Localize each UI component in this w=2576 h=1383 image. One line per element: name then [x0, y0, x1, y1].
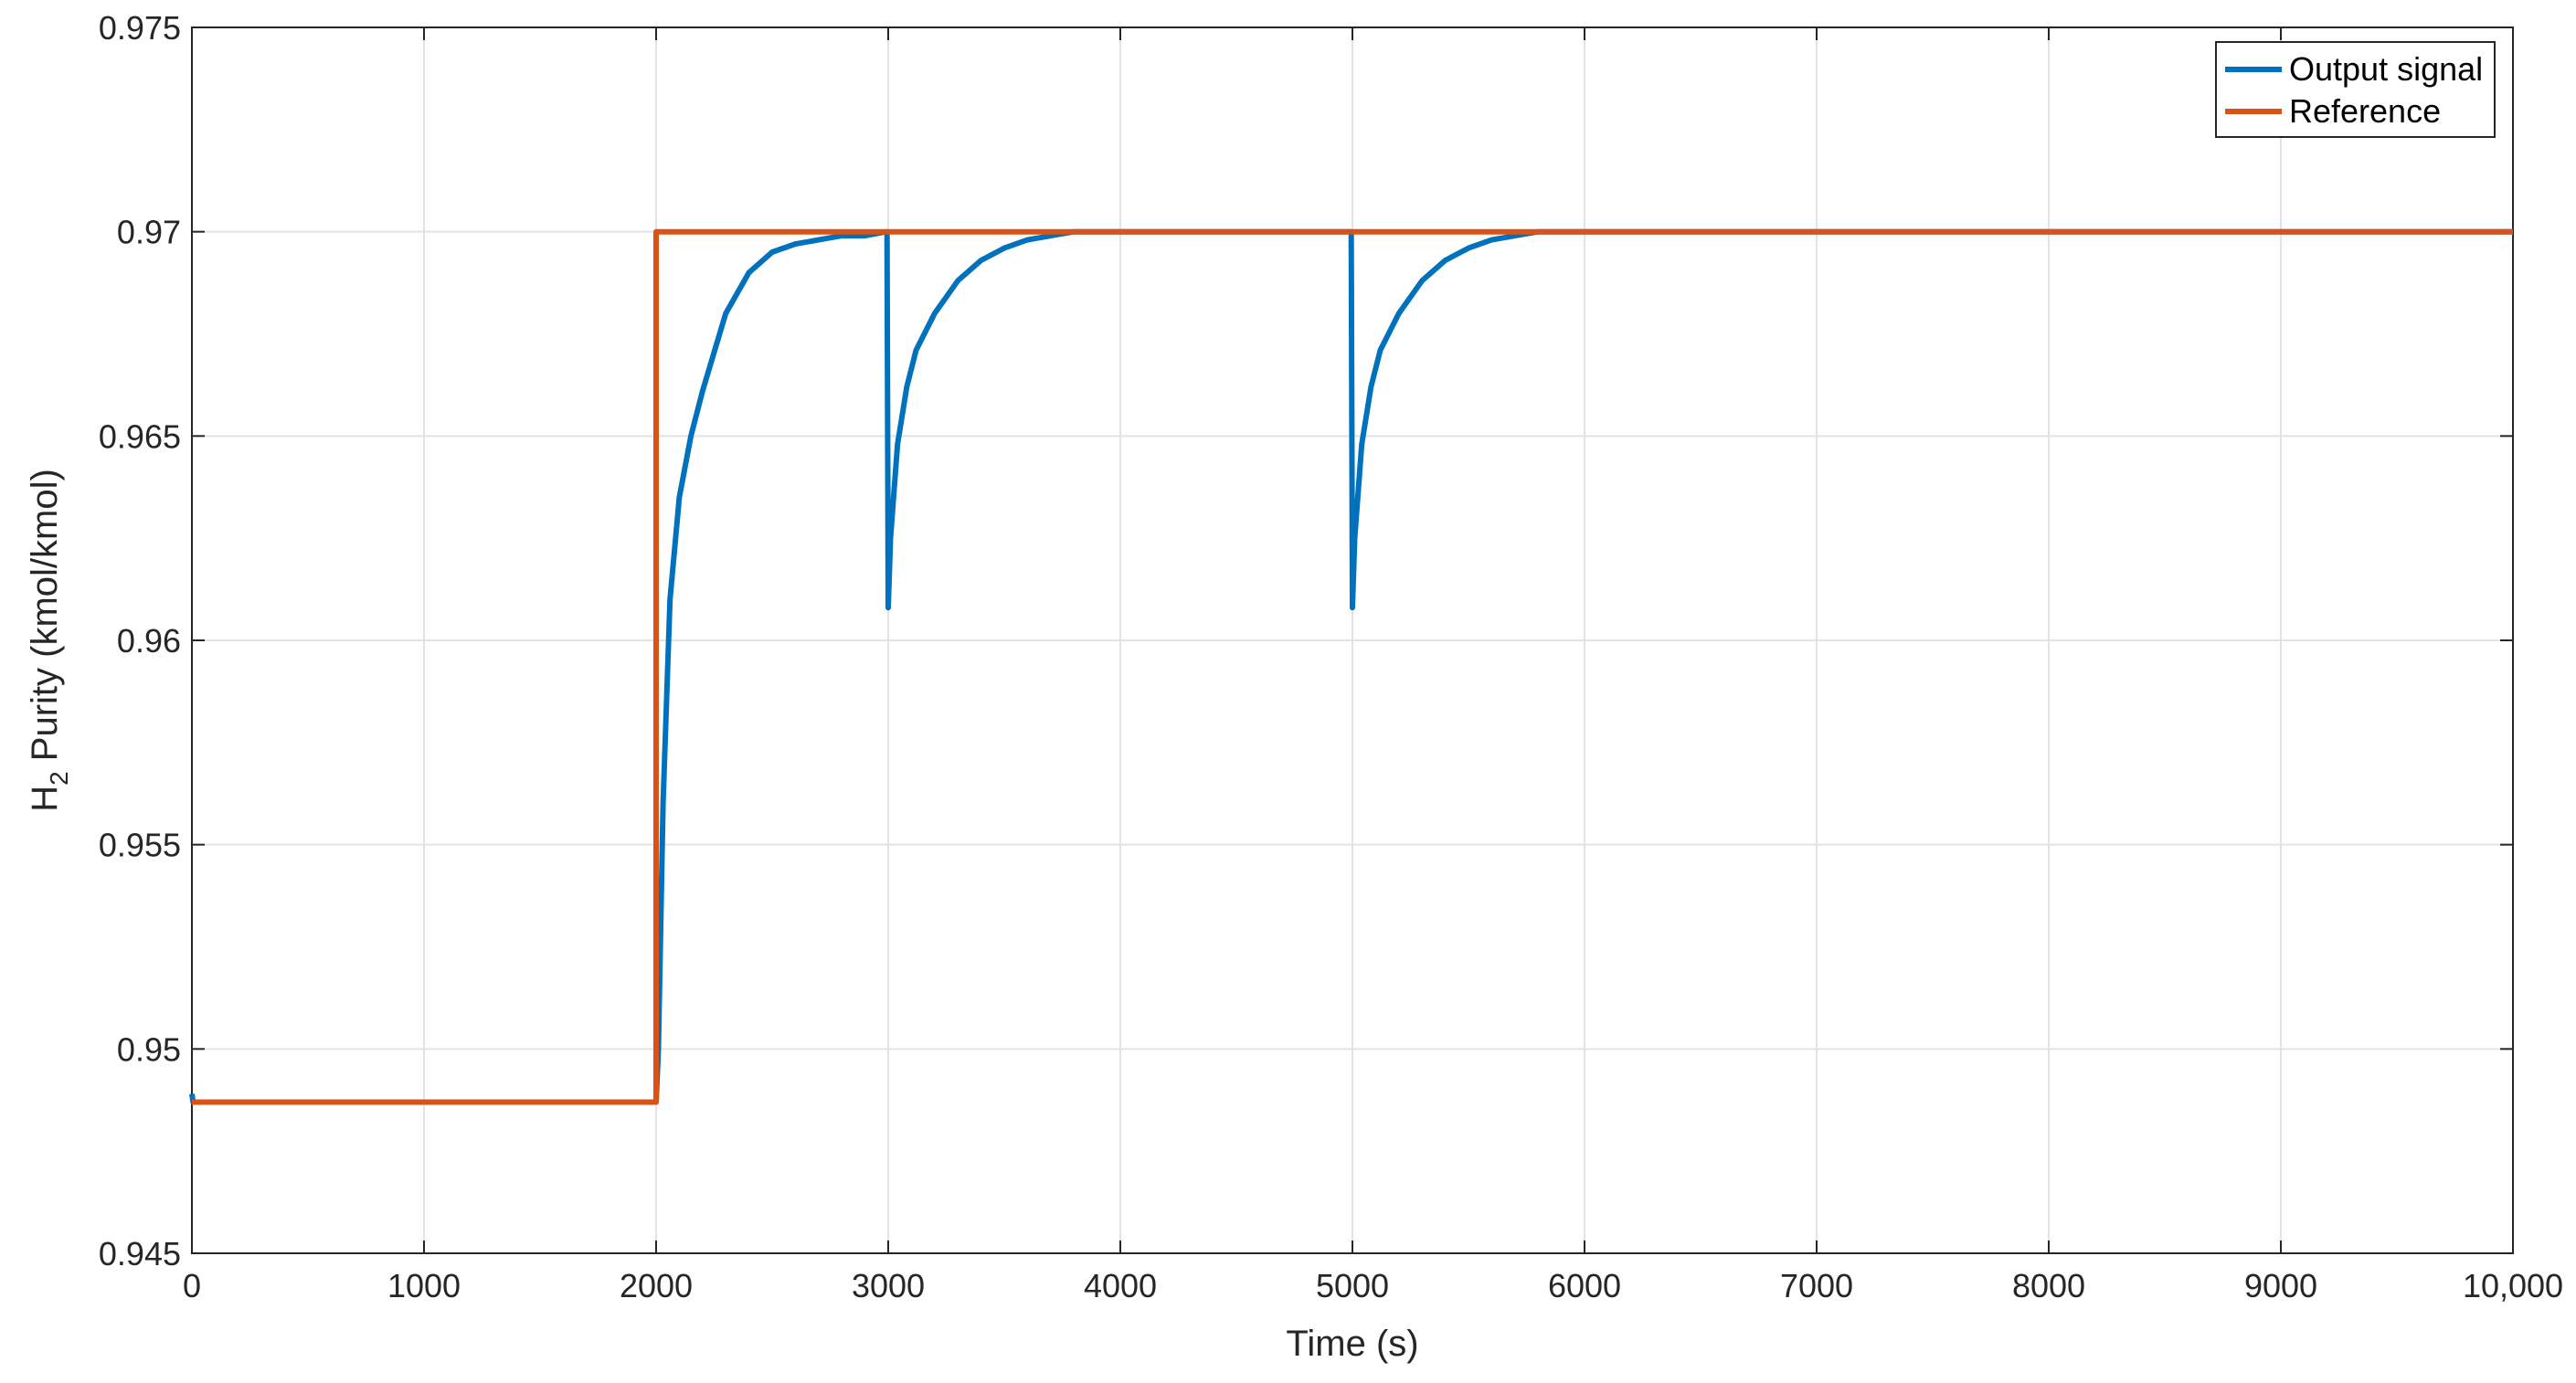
- y-tick-label: 0.965: [99, 417, 181, 455]
- y-tick-label: 0.975: [99, 9, 181, 47]
- legend-label-output-signal: Output signal: [2289, 50, 2483, 88]
- x-tick-label: 4000: [1084, 1267, 1157, 1304]
- legend-box: [2215, 41, 2496, 138]
- y-tick-label: 0.97: [117, 214, 181, 251]
- legend: Output signal Reference: [2215, 41, 2496, 138]
- x-tick-label: 3000: [852, 1267, 925, 1304]
- y-axis-label: H2 Purity (kmol/kmol): [25, 469, 73, 812]
- y-tick-label: 0.95: [117, 1030, 181, 1068]
- y-tick-label: 0.96: [117, 622, 181, 660]
- x-tick-label: 1000: [387, 1267, 461, 1304]
- x-tick-label: 2000: [620, 1267, 693, 1304]
- x-tick-label: 0: [183, 1267, 201, 1304]
- x-tick-label: 9000: [2244, 1267, 2317, 1304]
- x-tick-label: 10,000: [2463, 1267, 2563, 1304]
- y-tick-label: 0.945: [99, 1235, 181, 1272]
- y-tick-label: 0.955: [99, 827, 181, 864]
- y-axis-label-main: H: [25, 786, 65, 812]
- y-axis-label-rest: Purity (kmol/kmol): [25, 469, 65, 771]
- data-series: [189, 228, 2513, 1105]
- series-line-output-signal: [189, 228, 2513, 1105]
- x-axis-label: Time (s): [1286, 1324, 1418, 1364]
- axis-ticks: 0 1000 2000 3000 4000 5000 6000 7000 8000 9000 10,…: [99, 9, 2563, 1304]
- y-axis-label-subscript: 2: [45, 771, 73, 786]
- x-tick-label: 8000: [2012, 1267, 2085, 1304]
- legend-label-reference: Reference: [2289, 92, 2441, 130]
- x-tick-label: 7000: [1780, 1267, 1853, 1304]
- x-tick-label: 5000: [1316, 1267, 1389, 1304]
- series-line-reference: [192, 228, 2513, 1105]
- x-tick-label: 6000: [1548, 1267, 1621, 1304]
